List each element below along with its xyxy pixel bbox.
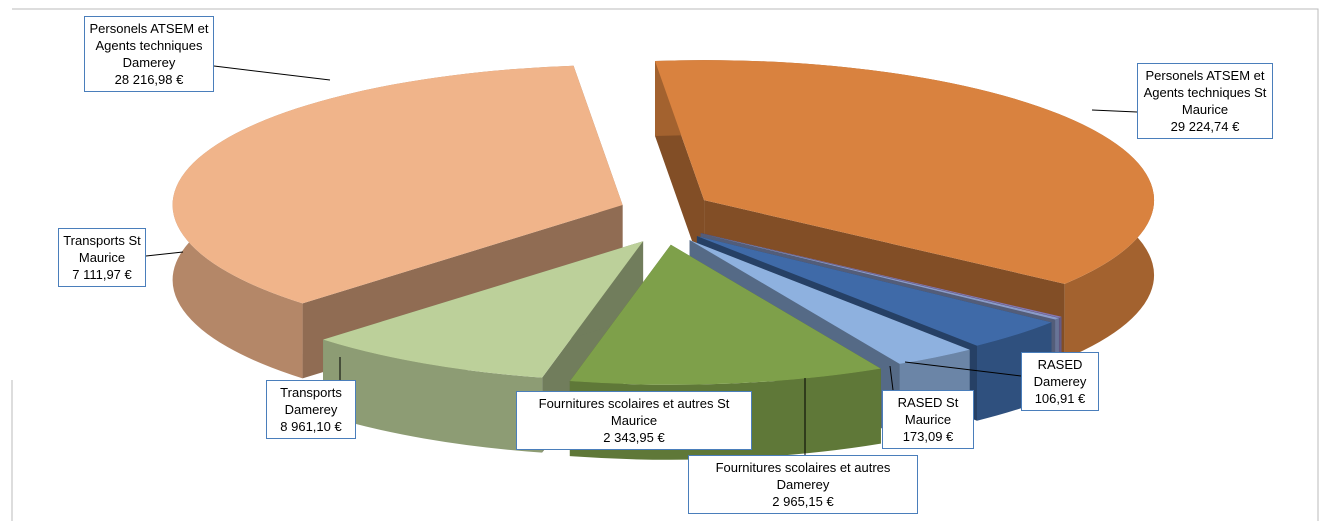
slice [323, 241, 644, 378]
leader-line [889, 365, 894, 391]
slice-side [323, 339, 543, 453]
data-label: RASED Damerey 106,91 € [1021, 352, 1099, 411]
slice-group [172, 65, 623, 379]
leader-line [213, 65, 331, 81]
label-name: Fournitures scolaires et autres St Mauri… [538, 396, 730, 428]
slice-group [323, 241, 644, 453]
label-name: Transports St Maurice [63, 233, 141, 265]
leader-line [1091, 109, 1138, 113]
chart-frame [12, 8, 1319, 521]
label-name: Personels ATSEM et Agents techniques Dam… [89, 21, 209, 70]
slice [655, 60, 1155, 284]
label-name: RASED Damerey [1033, 357, 1087, 389]
data-label: Personels ATSEM et Agents techniques St … [1137, 63, 1273, 139]
slice [696, 236, 1052, 346]
label-value: 2 343,95 € [603, 430, 665, 445]
label-name: RASED St Maurice [897, 395, 959, 427]
label-value: 106,91 € [1034, 391, 1086, 406]
slice [689, 240, 970, 364]
data-label: Fournitures scolaires et autres St Mauri… [516, 391, 752, 450]
label-value: 173,09 € [902, 429, 954, 444]
data-label: Personels ATSEM et Agents techniques Dam… [84, 16, 214, 92]
leader-line [904, 361, 1022, 377]
label-value: 28 216,98 € [114, 72, 184, 87]
label-name: Fournitures scolaires et autres Damerey [715, 460, 891, 492]
label-value: 2 965,15 € [772, 494, 834, 509]
label-value: 7 111,97 € [72, 267, 132, 282]
leader-line [145, 251, 184, 257]
label-name: Transports Damerey [280, 385, 342, 417]
label-value: 29 224,74 € [1170, 119, 1240, 134]
slice [172, 65, 623, 304]
label-value: 8 961,10 € [280, 419, 342, 434]
data-label: Transports Damerey 8 961,10 € [266, 380, 356, 439]
slice [700, 233, 1062, 318]
slice [700, 233, 1059, 320]
data-label: Fournitures scolaires et autres Damerey 2… [688, 455, 918, 514]
data-label: RASED St Maurice 173,09 € [882, 390, 974, 449]
slice [569, 244, 881, 385]
label-name: Personels ATSEM et Agents techniques St … [1143, 68, 1267, 117]
data-label: Transports St Maurice 7 111,97 € [58, 228, 146, 287]
